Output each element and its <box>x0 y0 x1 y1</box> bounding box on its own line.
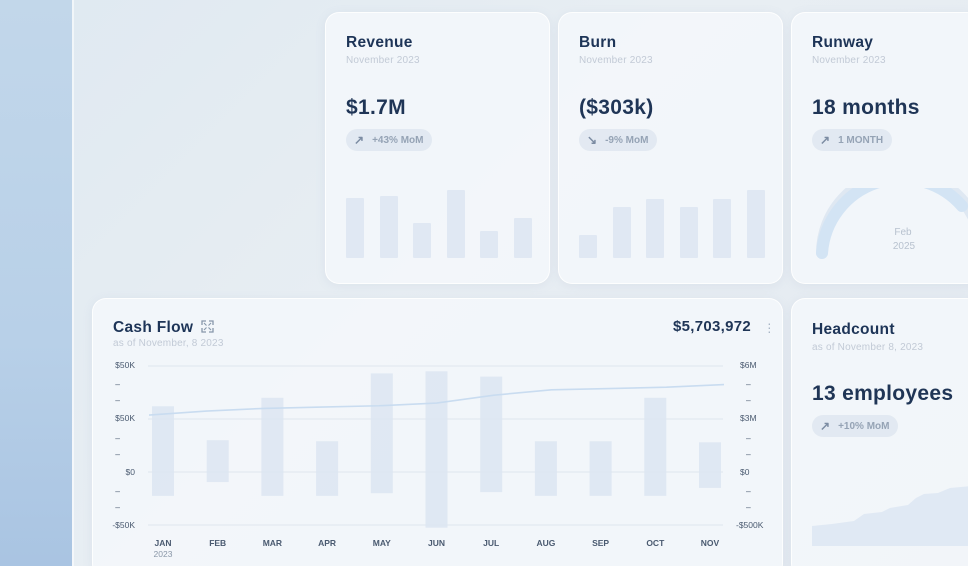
right-axis-tick: -$500K <box>736 520 764 530</box>
cashflow-bar-aug <box>534 441 557 496</box>
cashflow-title: Cash Flow <box>113 319 194 336</box>
burn-subtitle: November 2023 <box>579 55 653 66</box>
left-axis-tick: – <box>115 449 120 459</box>
cashflow-total: $5,703,972 <box>673 318 752 335</box>
revenue-change-text: +43% MoM <box>372 134 424 146</box>
headcount-card[interactable]: Headcount as of November 8, 2023 13 empl… <box>791 298 968 566</box>
right-axis-tick: – <box>746 502 751 512</box>
month-label-nov: NOV <box>700 538 720 548</box>
burn-bar <box>679 206 698 258</box>
burn-value: ($303k) <box>579 96 654 119</box>
gauge-month-label: Feb <box>894 227 912 238</box>
runway-change-badge: ↗ 1 MONTH <box>812 129 893 151</box>
runway-subtitle: November 2023 <box>812 55 886 66</box>
runway-value: 18 months <box>812 96 920 119</box>
month-label-jun: JUN <box>427 538 445 548</box>
left-axis-tick: – <box>115 379 120 389</box>
gauge-year-label: 2025 <box>892 241 916 252</box>
right-axis-tick: – <box>746 433 751 443</box>
cashflow-bar-feb <box>206 440 229 483</box>
left-axis-tick: $50K <box>115 360 135 370</box>
year-label: 2023 <box>153 549 173 559</box>
more-vertical-icon[interactable]: · · · <box>767 315 772 339</box>
revenue-value: $1.7M <box>346 96 406 119</box>
revenue-bar <box>413 222 431 258</box>
cashflow-card[interactable]: Cash Flow as of November, 8 2023 $5,703,… <box>92 298 783 566</box>
burn-bar <box>579 235 597 258</box>
right-axis-tick: $6M <box>740 360 757 370</box>
arrow-down-right-icon: ↘ <box>587 133 598 147</box>
arrow-up-right-icon: ↗ <box>820 133 831 147</box>
cashflow-bar-apr <box>316 441 339 496</box>
runway-change-text: 1 MONTH <box>838 134 884 146</box>
revenue-bar <box>446 190 465 258</box>
cashflow-bar-jun <box>425 371 448 528</box>
cashflow-bar-may <box>370 373 393 494</box>
revenue-card[interactable]: Revenue November 2023 $1.7M ↗ +43% MoM <box>325 12 550 284</box>
month-label-feb: FEB <box>209 538 227 548</box>
left-axis-tick: $0 <box>125 467 135 477</box>
left-axis-tick: $50K <box>115 413 135 423</box>
left-axis-tick: – <box>115 486 120 496</box>
month-label-sep: SEP <box>592 538 610 548</box>
burn-change-text: -9% MoM <box>605 134 649 146</box>
month-label-may: MAY <box>372 538 391 548</box>
arrow-up-right-icon: ↗ <box>820 419 831 433</box>
runway-card[interactable]: Runway November 2023 18 months ↗ 1 MONTH… <box>791 12 968 284</box>
runway-gauge <box>816 188 968 259</box>
arrow-up-right-icon: ↗ <box>354 133 365 147</box>
left-axis-tick: -$50K <box>112 520 135 530</box>
revenue-change-badge: ↗ +43% MoM <box>346 129 433 151</box>
headcount-change-badge: ↗ +10% MoM <box>812 415 899 437</box>
revenue-bar <box>513 218 532 258</box>
gauge-fill <box>816 188 968 259</box>
headcount-title: Headcount <box>812 321 895 338</box>
cashflow-bar-sep <box>589 441 612 496</box>
cashflow-bar-mar <box>261 397 284 496</box>
month-label-jul: JUL <box>483 538 500 548</box>
month-label-mar: MAR <box>262 538 283 548</box>
sidebar-edge <box>72 0 74 566</box>
cashflow-chart <box>148 365 725 528</box>
cashflow-bar-nov <box>699 442 721 488</box>
revenue-bar <box>346 198 364 258</box>
right-axis-tick: – <box>746 379 751 389</box>
runway-title: Runway <box>812 34 874 51</box>
cashflow-bar-jul <box>480 376 503 493</box>
left-axis-tick: – <box>115 502 120 512</box>
burn-change-badge: ↘ -9% MoM <box>579 129 658 151</box>
revenue-bar <box>379 196 398 258</box>
burn-bar <box>713 199 731 258</box>
headcount-area-chart <box>812 486 968 546</box>
cashflow-balance-line <box>148 383 725 416</box>
headcount-change-text: +10% MoM <box>838 420 890 432</box>
left-sidebar-strip <box>0 0 72 566</box>
month-label-oct: OCT <box>646 538 665 548</box>
left-axis-tick: – <box>115 395 120 405</box>
revenue-subtitle: November 2023 <box>346 55 420 66</box>
burn-title: Burn <box>579 34 617 51</box>
month-label-jan: JAN <box>154 538 172 548</box>
cashflow-bar-oct <box>644 397 667 496</box>
month-label-apr: APR <box>318 538 337 548</box>
left-axis-tick: – <box>115 433 120 443</box>
burn-card[interactable]: Burn November 2023 ($303k) ↘ -9% MoM <box>558 12 783 284</box>
right-axis-tick: – <box>746 395 751 405</box>
revenue-title: Revenue <box>346 34 413 51</box>
headcount-subtitle: as of November 8, 2023 <box>812 342 924 353</box>
expand-icon[interactable] <box>201 320 214 333</box>
right-axis-tick: – <box>746 449 751 459</box>
burn-bar <box>612 206 631 258</box>
right-axis-tick: $3M <box>740 413 757 423</box>
burn-bar <box>646 199 664 258</box>
cashflow-subtitle: as of November, 8 2023 <box>113 338 224 349</box>
headcount-value: 13 employees <box>812 382 954 405</box>
burn-bar <box>746 190 765 258</box>
right-axis-tick: $0 <box>740 467 750 477</box>
cashflow-bar-jan <box>152 406 174 496</box>
right-axis-tick: – <box>746 486 751 496</box>
revenue-bar <box>480 230 498 258</box>
month-label-aug: AUG <box>536 538 556 548</box>
